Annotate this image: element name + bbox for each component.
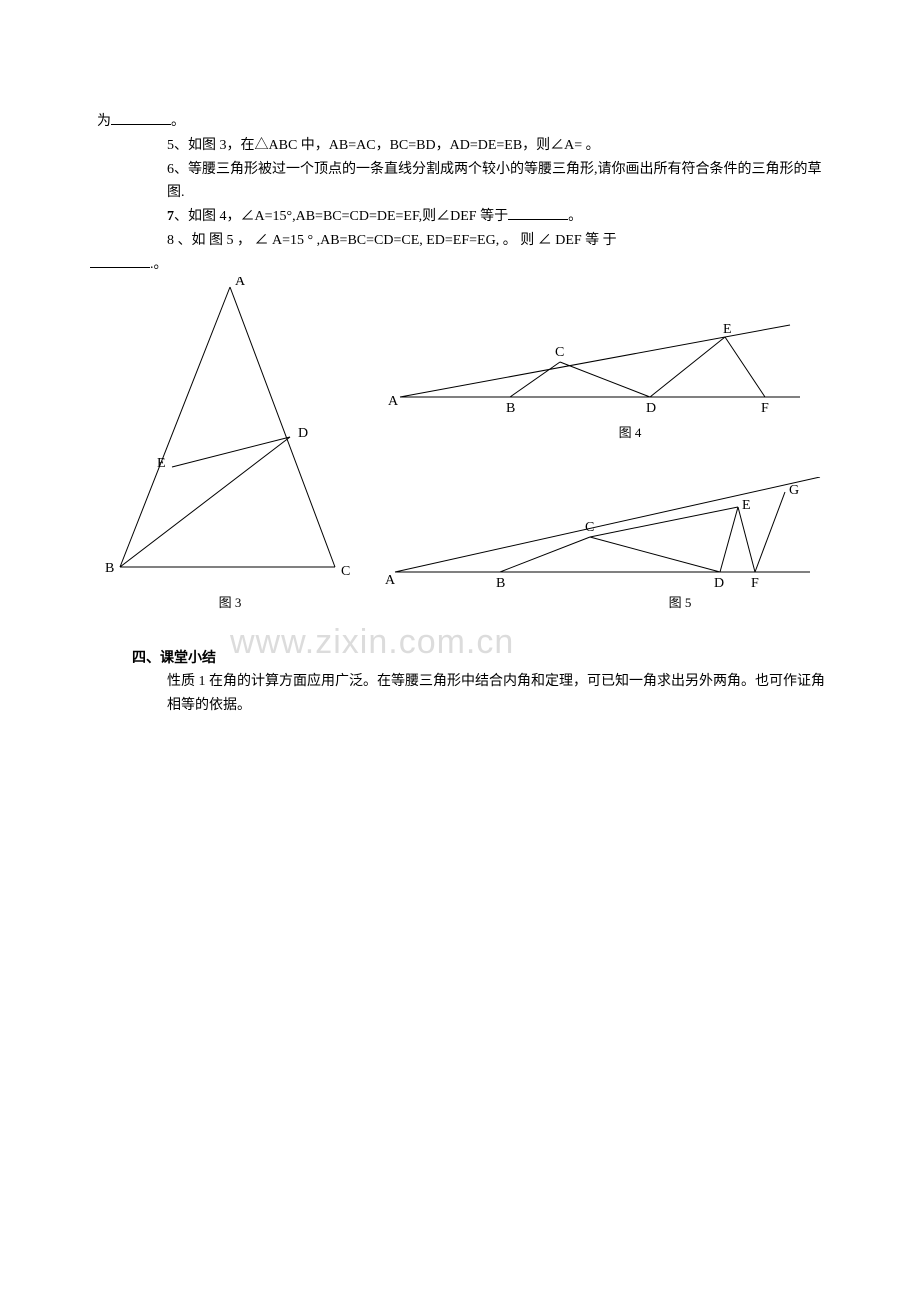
blank xyxy=(90,253,150,268)
svg-text:G: G xyxy=(789,483,799,498)
svg-text:D: D xyxy=(714,576,724,587)
figure-4-label: 图 4 xyxy=(380,422,820,441)
figure-5: A B C D E F G 图 5 xyxy=(380,477,840,611)
svg-text:B: B xyxy=(506,401,515,416)
figure-3: A B C D E 图 3 xyxy=(100,277,360,611)
line-6: 6、等腰三角形被过一个顶点的一条直线分割成两个较小的等腰三角形,请你画出所有符合… xyxy=(90,158,830,206)
svg-text:D: D xyxy=(298,426,308,441)
figure-4: A B C D E F 图 4 xyxy=(380,307,820,441)
svg-text:A: A xyxy=(388,394,399,409)
diagrams-row: ABCDE 图 3 ABCDEF 图 4 ABCDEFG 图 5 xyxy=(90,277,830,637)
line-8: 8 、如 图 5 ， ∠ A=15 ° ,AB=BC=CD=CE, ED=EF=… xyxy=(90,229,830,253)
text: 为 xyxy=(97,114,111,129)
line-5: 5、如图 3，在△ABC 中，AB=AC，BC=BD，AD=DE=EB，则∠A=… xyxy=(90,134,830,158)
summary-body: 性质 1 在角的计算方面应用广泛。在等腰三角形中结合内角和定理，可已知一角求出另… xyxy=(90,670,830,718)
summary-heading: 四、课堂小结 xyxy=(90,647,830,671)
svg-text:E: E xyxy=(723,322,732,337)
text: 。 xyxy=(568,209,582,224)
figure-3-label: 图 3 xyxy=(100,592,360,611)
svg-text:D: D xyxy=(646,401,656,416)
svg-text:E: E xyxy=(157,456,166,471)
svg-text:E: E xyxy=(742,498,751,513)
text: 8 、如 图 5 ， ∠ A=15 ° ,AB=BC=CD=CE, ED=EF=… xyxy=(167,233,617,248)
svg-text:B: B xyxy=(496,576,505,587)
blank xyxy=(111,110,171,125)
page-content: 为。 5、如图 3，在△ABC 中，AB=AC，BC=BD，AD=DE=EB，则… xyxy=(0,0,920,718)
blank xyxy=(508,205,568,220)
svg-text:F: F xyxy=(751,576,759,587)
svg-text:C: C xyxy=(555,345,564,360)
figure-5-svg: A B C D E F G xyxy=(380,477,840,587)
svg-text:A: A xyxy=(235,277,246,289)
svg-text:A: A xyxy=(385,573,396,587)
text: 5、如图 3，在△ABC 中，AB=AC，BC=BD，AD=DE=EB，则∠A=… xyxy=(167,138,600,153)
svg-text:C: C xyxy=(585,520,594,535)
svg-text:C: C xyxy=(341,564,350,579)
text: 、如图 4，∠A=15°,AB=BC=CD=DE=EF,则∠DEF 等于 xyxy=(174,209,508,224)
figure-3-svg: A B C D E xyxy=(100,277,360,587)
text-bold: 7 xyxy=(167,209,174,224)
figure-5-label: 图 5 xyxy=(380,592,840,611)
line-4-end: 为。 xyxy=(90,110,830,134)
figure-4-svg: A B C D E F xyxy=(380,307,820,417)
line-7: 7、如图 4，∠A=15°,AB=BC=CD=DE=EF,则∠DEF 等于 。 xyxy=(90,205,830,229)
line-8b: .。 xyxy=(90,253,830,277)
text: 。 xyxy=(171,114,185,129)
svg-text:B: B xyxy=(105,561,114,576)
svg-text:F: F xyxy=(761,401,769,416)
text: 6、等腰三角形被过一个顶点的一条直线分割成两个较小的等腰三角形,请你画出所有符合… xyxy=(167,162,822,201)
text: .。 xyxy=(150,257,168,272)
